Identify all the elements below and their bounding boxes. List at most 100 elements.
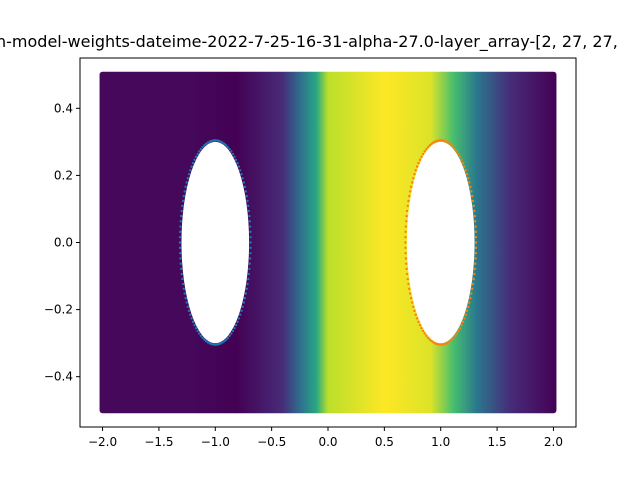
boundary-point: [249, 241, 252, 244]
boundary-point: [460, 323, 463, 327]
x-tick-label: −1.0: [201, 435, 230, 449]
boundary-point: [201, 145, 204, 149]
y-tick-label: −0.4: [44, 370, 73, 384]
boundary-point: [212, 139, 215, 142]
boundary-point: [183, 190, 186, 193]
boundary-point: [249, 251, 252, 255]
boundary-point: [233, 155, 236, 159]
boundary-point: [215, 139, 219, 142]
boundary-point: [221, 341, 224, 344]
boundary-point: [474, 246, 478, 250]
boundary-point: [221, 141, 224, 144]
boundary-point: [421, 152, 425, 156]
boundary-point: [474, 235, 478, 239]
boundary-point: [469, 296, 472, 300]
hole-2: [406, 141, 475, 344]
boundary-point: [464, 313, 467, 316]
boundary-point: [404, 230, 407, 234]
boundary-point: [240, 309, 243, 313]
boundary-point: [187, 172, 191, 176]
boundary-point: [474, 225, 477, 228]
boundary-point: [432, 141, 435, 144]
boundary-point: [434, 342, 437, 345]
boundary-point: [244, 190, 248, 193]
boundary-point: [430, 142, 433, 146]
boundary-point: [470, 190, 473, 193]
boundary-point: [437, 343, 441, 346]
boundary-point: [248, 257, 252, 260]
boundary-point: [408, 194, 411, 198]
hole-boundary-2: [404, 139, 478, 346]
boundary-point: [179, 225, 182, 228]
boundary-point: [463, 165, 466, 168]
boundary-point: [245, 194, 248, 198]
boundary-point: [248, 267, 251, 271]
boundary-point: [193, 158, 196, 162]
boundary-point: [182, 194, 186, 198]
boundary-point: [474, 220, 477, 223]
boundary-point: [421, 329, 425, 333]
boundary-point: [408, 190, 412, 193]
boundary-point: [181, 204, 184, 208]
boundary-point: [237, 317, 241, 320]
boundary-point: [198, 332, 201, 335]
boundary-point: [184, 296, 187, 300]
boundary-point: [412, 177, 415, 180]
boundary-point: [223, 142, 226, 146]
boundary-point: [186, 305, 190, 308]
boundary-point: [457, 329, 460, 333]
boundary-point: [474, 257, 477, 260]
boundary-point: [193, 323, 196, 327]
boundary-point: [181, 277, 184, 281]
boundary-point: [452, 336, 455, 340]
boundary-point: [472, 277, 475, 281]
boundary-point: [410, 301, 414, 304]
boundary-point: [214, 343, 217, 346]
boundary-point: [420, 155, 423, 159]
boundary-point: [461, 161, 465, 165]
boundary-point: [408, 287, 411, 291]
boundary-point: [247, 272, 251, 276]
boundary-point: [461, 320, 465, 324]
boundary-point: [185, 181, 188, 184]
boundary-point: [219, 342, 222, 345]
boundary-point: [450, 338, 453, 341]
field-heatmap: [99, 71, 557, 414]
boundary-point: [428, 144, 432, 147]
boundary-point: [231, 329, 235, 333]
x-tick-label: 0.5: [375, 435, 394, 449]
boundary-point: [242, 181, 246, 184]
boundary-point: [179, 220, 182, 223]
boundary-point: [470, 292, 473, 295]
boundary-point: [404, 235, 407, 239]
boundary-point: [183, 292, 186, 295]
boundary-point: [425, 147, 428, 151]
boundary-point: [196, 329, 199, 333]
boundary-point: [230, 150, 233, 153]
boundary-point: [471, 282, 475, 286]
boundary-point: [180, 272, 183, 276]
boundary-point: [471, 199, 475, 203]
boundary-point: [468, 181, 471, 184]
boundary-point: [247, 277, 250, 281]
boundary-point: [410, 181, 414, 184]
boundary-point: [210, 139, 213, 143]
boundary-point: [198, 150, 201, 153]
boundary-point: [448, 339, 452, 343]
boundary-point: [179, 267, 183, 271]
boundary-point: [191, 161, 195, 165]
boundary-point: [239, 169, 242, 172]
boundary-point: [406, 277, 409, 281]
boundary-point: [409, 185, 413, 189]
x-tick-label: 1.0: [431, 435, 450, 449]
boundary-point: [228, 334, 231, 338]
hole-boundary-1: [178, 139, 252, 346]
boundary-point: [455, 150, 458, 153]
boundary-point: [239, 313, 242, 316]
boundary-point: [420, 326, 423, 330]
boundary-point: [439, 139, 442, 142]
boundary-point: [178, 235, 182, 239]
chart-title: n-model-weights-dateime-2022-7-25-16-31-…: [0, 32, 618, 51]
boundary-point: [237, 165, 241, 168]
y-tick-label: 0.0: [54, 236, 73, 250]
